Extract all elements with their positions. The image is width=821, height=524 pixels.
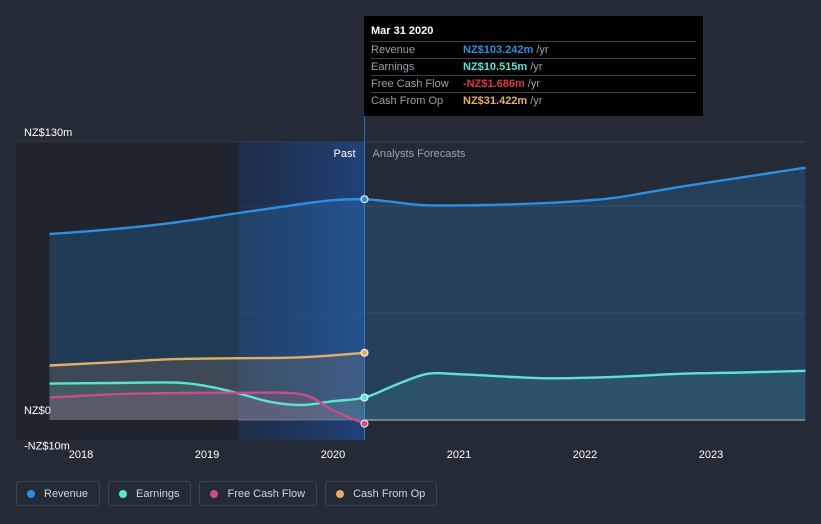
x-axis-label: 2020 — [321, 449, 345, 461]
past-region — [16, 142, 239, 440]
tooltip-label: Revenue — [371, 44, 416, 56]
legend-dot-icon — [210, 489, 219, 498]
tooltip-unit: /yr — [530, 61, 543, 73]
x-axis-label: 2019 — [195, 449, 219, 461]
y-axis-label: NZ$0 — [24, 405, 51, 417]
tooltip-value: NZ$10.515m — [463, 61, 528, 73]
tooltip-unit: /yr — [530, 95, 543, 107]
x-axis-label: 2022 — [573, 449, 597, 461]
line-free-cash-flow — [49, 391, 365, 425]
forecast-label: Analysts Forecasts — [373, 148, 466, 160]
line-revenue — [49, 166, 806, 236]
tooltip-row-cash-from-op: Cash From Op NZ$31.422m /yr — [371, 92, 696, 109]
legend-item-earnings[interactable]: Earnings — [108, 481, 192, 506]
highlight-region — [238, 142, 365, 440]
legend-dot-icon — [336, 489, 345, 498]
tooltip-label: Free Cash Flow — [371, 78, 449, 90]
tooltip-row-revenue: Revenue NZ$103.242m /yr — [371, 41, 696, 58]
legend-item-free-cash-flow[interactable]: Free Cash Flow — [199, 481, 318, 506]
legend: Revenue Earnings Free Cash Flow Cash Fro… — [16, 481, 438, 508]
tooltip-label: Cash From Op — [371, 95, 444, 107]
tooltip: Mar 31 2020 Revenue NZ$103.242m /yr Earn… — [364, 16, 703, 116]
x-axis-label: 2018 — [69, 449, 93, 461]
point-marker — [360, 195, 369, 204]
x-axis-label: 2023 — [699, 449, 723, 461]
legend-label: Revenue — [44, 487, 89, 500]
y-axis-label: -NZ$10m — [24, 440, 70, 452]
tooltip-label: Earnings — [371, 61, 415, 73]
line-earnings — [49, 369, 806, 407]
legend-item-revenue[interactable]: Revenue — [16, 481, 101, 506]
area-free-cash-flow — [49, 392, 365, 424]
area-revenue — [49, 167, 806, 420]
legend-label: Free Cash Flow — [227, 487, 306, 500]
legend-dot-icon — [119, 489, 128, 498]
y-axis-label: NZ$130m — [24, 127, 72, 139]
area-earnings — [49, 370, 806, 420]
tooltip-date: Mar 31 2020 — [371, 25, 434, 37]
legend-item-cash-from-op[interactable]: Cash From Op — [325, 481, 438, 506]
tooltip-row-earnings: Earnings NZ$10.515m /yr — [371, 58, 696, 75]
point-marker — [360, 348, 369, 357]
point-marker — [360, 419, 369, 428]
tooltip-value: NZ$31.422m — [463, 95, 528, 107]
x-axis-label: 2021 — [447, 449, 471, 461]
tooltip-unit: /yr — [527, 78, 540, 90]
legend-dot-icon — [27, 489, 35, 498]
tooltip-row-free-cash-flow: Free Cash Flow -NZ$1.686m /yr — [371, 75, 696, 92]
legend-label: Cash From Op — [353, 487, 426, 500]
point-marker — [360, 393, 369, 402]
tooltip-value: -NZ$1.686m — [463, 78, 525, 90]
past-label: Past — [333, 148, 355, 160]
legend-label: Earnings — [136, 487, 180, 500]
line-cash-from-op — [49, 351, 365, 367]
tooltip-unit: /yr — [536, 44, 549, 56]
tooltip-value: NZ$103.242m — [463, 44, 534, 56]
